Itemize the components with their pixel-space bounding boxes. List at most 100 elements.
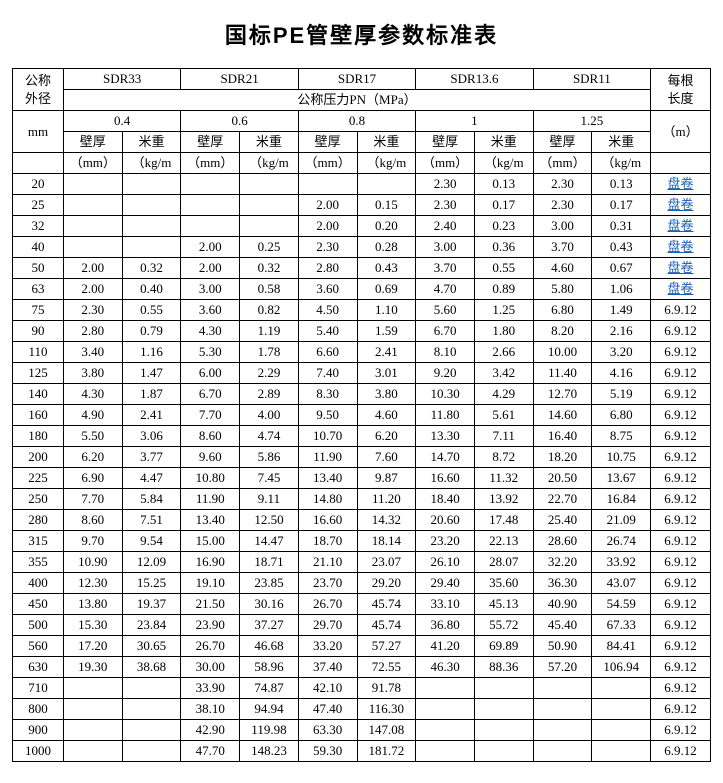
table-row: 100047.70148.2359.30181.726.9.12 [13, 741, 711, 762]
table-row: 1103.401.165.301.786.602.418.102.6610.00… [13, 342, 711, 363]
dn-cell: 500 [13, 615, 64, 636]
value-cell: 11.32 [474, 468, 533, 489]
value-cell: 0.79 [122, 321, 181, 342]
value-cell: 11.90 [298, 447, 357, 468]
table-row: 56017.2030.6526.7046.6833.2057.2741.2069… [13, 636, 711, 657]
value-cell: 3.20 [592, 342, 651, 363]
length-cell: 6.9.12 [651, 363, 711, 384]
value-cell: 10.70 [298, 426, 357, 447]
value-cell: 4.50 [298, 300, 357, 321]
value-cell: 50.90 [533, 636, 592, 657]
value-cell: 12.70 [533, 384, 592, 405]
table-row: 902.800.794.301.195.401.596.701.808.202.… [13, 321, 711, 342]
length-link[interactable]: 盘卷 [668, 260, 694, 275]
length-link[interactable]: 盘卷 [668, 239, 694, 254]
value-cell: 7.40 [298, 363, 357, 384]
value-cell: 4.60 [533, 258, 592, 279]
value-cell: 14.80 [298, 489, 357, 510]
value-cell: 21.09 [592, 510, 651, 531]
table-row: 252.000.152.300.172.300.17盘卷 [13, 195, 711, 216]
wall-label: 壁厚 [416, 132, 475, 153]
value-cell: 13.30 [416, 426, 475, 447]
value-cell: 15.00 [181, 531, 240, 552]
value-cell: 9.60 [181, 447, 240, 468]
value-cell: 58.96 [240, 657, 299, 678]
length-cell: 6.9.12 [651, 489, 711, 510]
value-cell [63, 195, 122, 216]
table-row: 45013.8019.3721.5030.1626.7045.7433.1045… [13, 594, 711, 615]
value-cell: 16.90 [181, 552, 240, 573]
dn-cell: 280 [13, 510, 64, 531]
dn-cell: 450 [13, 594, 64, 615]
length-cell: 6.9.12 [651, 720, 711, 741]
value-cell: 57.27 [357, 636, 416, 657]
value-cell: 23.07 [357, 552, 416, 573]
length-label-1: 每根 [668, 73, 694, 88]
length-cell: 6.9.12 [651, 405, 711, 426]
length-cell: 6.9.12 [651, 447, 711, 468]
value-cell: 0.55 [122, 300, 181, 321]
length-link[interactable]: 盘卷 [668, 176, 694, 191]
value-cell: 15.25 [122, 573, 181, 594]
value-cell: 2.30 [63, 300, 122, 321]
value-cell: 0.43 [592, 237, 651, 258]
value-cell: 22.13 [474, 531, 533, 552]
value-cell: 3.42 [474, 363, 533, 384]
value-cell: 4.29 [474, 384, 533, 405]
length-link[interactable]: 盘卷 [668, 197, 694, 212]
value-cell [181, 174, 240, 195]
length-cell: 6.9.12 [651, 342, 711, 363]
value-cell [122, 174, 181, 195]
value-cell: 2.00 [298, 216, 357, 237]
value-cell: 13.67 [592, 468, 651, 489]
value-cell: 19.10 [181, 573, 240, 594]
value-cell: 14.32 [357, 510, 416, 531]
wall-label: 壁厚 [181, 132, 240, 153]
value-cell: 67.33 [592, 615, 651, 636]
dn-cell: 32 [13, 216, 64, 237]
value-cell [533, 741, 592, 762]
value-cell: 13.92 [474, 489, 533, 510]
value-cell: 4.16 [592, 363, 651, 384]
length-cell: 盘卷 [651, 258, 711, 279]
length-link[interactable]: 盘卷 [668, 218, 694, 233]
value-cell: 16.60 [298, 510, 357, 531]
value-cell [240, 174, 299, 195]
value-cell: 43.07 [592, 573, 651, 594]
dn-label-2: 外径 [25, 91, 51, 106]
value-cell [122, 699, 181, 720]
value-cell: 0.82 [240, 300, 299, 321]
value-cell: 26.74 [592, 531, 651, 552]
value-cell [240, 216, 299, 237]
value-cell: 2.30 [416, 174, 475, 195]
value-cell: 57.20 [533, 657, 592, 678]
value-cell: 2.00 [298, 195, 357, 216]
table-row: 1604.902.417.704.009.504.6011.805.6114.6… [13, 405, 711, 426]
value-cell: 35.60 [474, 573, 533, 594]
value-cell: 8.30 [298, 384, 357, 405]
length-cell: 6.9.12 [651, 594, 711, 615]
value-cell: 18.20 [533, 447, 592, 468]
dn-cell: 110 [13, 342, 64, 363]
sdr-header-1: SDR21 [181, 69, 298, 90]
value-cell [181, 195, 240, 216]
value-cell: 7.11 [474, 426, 533, 447]
value-cell: 69.89 [474, 636, 533, 657]
weight-label: 米重 [240, 132, 299, 153]
value-cell: 8.72 [474, 447, 533, 468]
value-cell: 7.70 [181, 405, 240, 426]
value-cell: 29.20 [357, 573, 416, 594]
value-cell: 8.60 [63, 510, 122, 531]
dn-cell: 400 [13, 573, 64, 594]
value-cell: 5.30 [181, 342, 240, 363]
value-cell: 33.10 [416, 594, 475, 615]
length-link[interactable]: 盘卷 [668, 281, 694, 296]
table-row: 90042.90119.9863.30147.086.9.12 [13, 720, 711, 741]
table-row: 63019.3038.6830.0058.9637.4072.5546.3088… [13, 657, 711, 678]
value-cell: 23.84 [122, 615, 181, 636]
value-cell: 15.30 [63, 615, 122, 636]
value-cell: 1.47 [122, 363, 181, 384]
dn-cell: 250 [13, 489, 64, 510]
value-cell: 2.00 [181, 258, 240, 279]
value-cell: 20.60 [416, 510, 475, 531]
